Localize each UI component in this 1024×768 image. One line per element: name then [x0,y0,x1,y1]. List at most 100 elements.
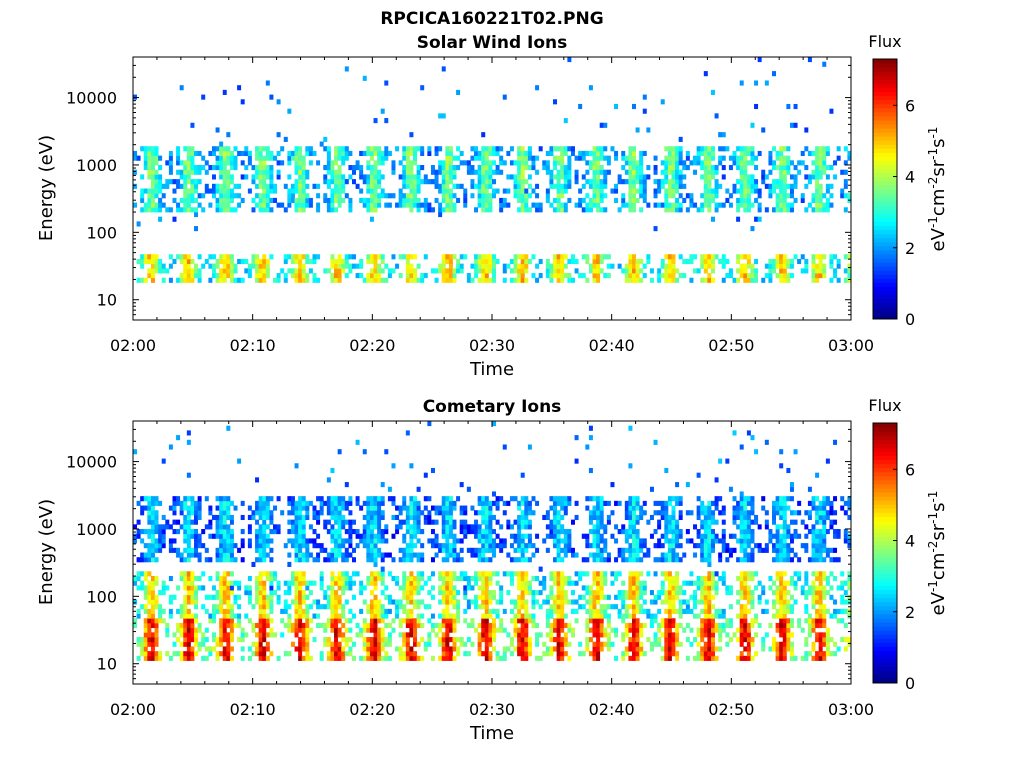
spectrogram-cell [251,641,256,647]
spectrogram-cell [316,514,321,521]
spectrogram-cell [445,622,450,629]
spectrogram-cell [481,613,486,619]
spectrogram-cell [743,179,748,185]
spectrogram-cell [466,529,471,535]
spectrogram-cell [395,263,400,269]
spectrogram-cell [262,543,267,549]
spectrogram-cell [161,458,166,464]
spectrogram-cell [448,146,453,152]
spectrogram-cell [147,613,152,619]
spectrogram-cell [258,496,263,502]
spectrogram-cell [466,575,471,582]
spectrogram-cell [710,89,715,95]
spectrogram-cell [147,632,152,638]
spectrogram-cell [441,547,446,553]
spectrogram-cell [273,188,277,194]
spectrogram-cell [298,529,303,535]
spectrogram-cell [262,557,267,563]
spectrogram-cell [413,202,418,208]
spectrogram-cell [387,486,392,492]
spectrogram-cell [448,543,453,549]
spectrogram-cell [359,538,364,544]
spectrogram-cell [344,258,349,265]
spectrogram-cell [585,160,590,166]
spectrogram-cell [398,519,403,525]
spectrogram-cell [344,575,349,582]
spectrogram-cell [542,651,547,657]
spectrogram-cell [495,188,500,194]
spectrogram-cell [466,165,471,171]
spectrogram-cell [201,632,206,638]
spectrogram-cell [596,277,601,283]
spectrogram-cell [477,179,482,185]
spectrogram-cell [470,169,475,175]
spectrogram-cell [255,169,260,175]
spectrogram-cell [337,179,342,185]
spectrogram-cell [369,641,374,647]
spectrogram-cell [459,557,464,563]
colorbar-segment [873,217,897,222]
spectrogram-cell [222,496,227,502]
spectrogram-cell [484,646,489,652]
spectrogram-cell [782,146,787,152]
spectrogram-cell [614,103,619,110]
spectrogram-cell [481,585,486,591]
colorbar-segment [873,193,897,198]
spectrogram-cell [499,146,504,152]
spectrogram-cell [237,277,242,283]
spectrogram-cell [362,543,367,549]
spectrogram-cell [258,646,263,652]
spectrogram-cell [592,183,597,189]
spectrogram-cell [405,646,410,652]
spectrogram-cell [366,188,371,194]
spectrogram-cell [703,174,708,180]
spectrogram-cell [215,496,220,502]
spectrogram-cell [150,179,155,185]
spectrogram-cell [527,538,532,544]
spectrogram-cell [290,155,295,161]
spectrogram-cell [229,543,234,549]
spectrogram-cell [570,277,575,283]
spectrogram-cell [470,505,475,511]
spectrogram-cell [448,263,453,269]
spectrogram-cell [606,263,611,269]
spectrogram-cell [438,113,443,119]
spectrogram-cell [194,637,199,643]
spectrogram-cell [768,183,773,189]
spectrogram-cell [312,580,317,586]
spectrogram-cell [459,505,464,511]
spectrogram-cell [416,183,421,189]
spectrogram-cell [265,524,270,530]
spectrogram-cell [492,273,496,279]
spectrogram-cell [201,571,206,577]
spectrogram-cell [186,160,191,166]
spectrogram-cell [441,651,446,657]
spectrogram-cell [226,543,231,549]
spectrogram-cell [348,254,353,260]
spectrogram-cell [334,188,339,194]
spectrogram-cell [632,268,636,274]
spectrogram-cell [549,646,554,652]
spectrogram-cell [373,263,378,269]
spectrogram-cell [628,519,633,525]
spectrogram-cell [585,277,590,283]
spectrogram-cell [445,183,450,189]
spectrogram-cell [635,268,640,274]
spectrogram-cell [456,155,461,161]
spectrogram-cell [553,533,558,539]
spectrogram-cell [606,594,611,600]
colorbar-segment [873,197,897,202]
spectrogram-cell [757,216,762,222]
spectrogram-cell [804,174,809,180]
spectrogram-cell [718,202,723,208]
spectrogram-cell [563,543,568,549]
spectrogram-cell [466,580,471,586]
spectrogram-cell [402,165,407,171]
spectrogram-cell [470,179,475,185]
spectrogram-cell [592,599,597,605]
spectrogram-cell [186,202,191,208]
spectrogram-cell [434,277,439,283]
spectrogram-cell [391,160,396,166]
spectrogram-cell [556,146,561,152]
spectrogram-cell [484,155,489,161]
